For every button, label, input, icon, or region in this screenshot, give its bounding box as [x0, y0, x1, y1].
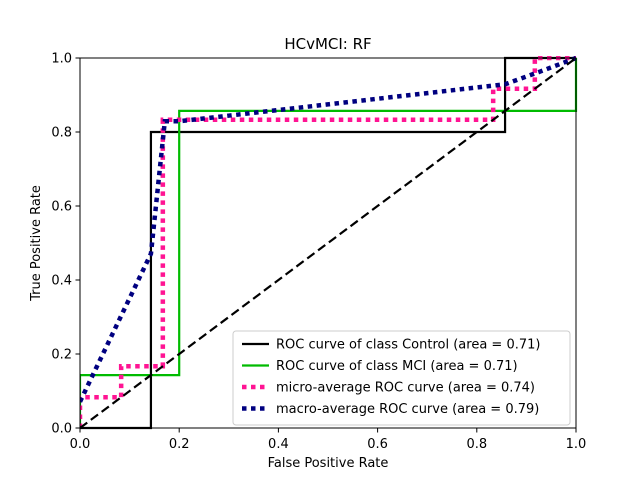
y-tick-label: 0.4 [51, 274, 72, 289]
x-tick-label: 0.4 [268, 437, 289, 452]
y-tick-label: 0.2 [51, 348, 72, 363]
x-tick-label: 0.6 [367, 437, 388, 452]
plot-frame [79, 57, 577, 429]
x-tick-label: 1.0 [566, 437, 587, 452]
x-tick-label: 0.8 [466, 437, 487, 452]
legend-box [232, 330, 571, 426]
legend-label: ROC curve of class Control (area = 0.71) [276, 338, 540, 353]
x-axis-label: False Positive Rate [268, 456, 389, 471]
plot-area [79, 56, 578, 430]
legend: ROC curve of class Control (area = 0.71)… [232, 330, 571, 426]
y-tick-label: 0.0 [51, 422, 72, 437]
axes-ticks: 0.0 0.2 0.4 0.6 0.8 1.0 0.0 0.2 0.4 0.6 0.8 1.0 [51, 52, 586, 453]
y-axis-label: True Positive Rate [29, 185, 44, 302]
series-line-4 [80, 57, 577, 429]
y-tick-label: 1.0 [51, 52, 72, 67]
chart-title: HCvMCI: RF [284, 35, 371, 53]
legend-label: ROC curve of class MCI (area = 0.71) [276, 359, 518, 374]
y-tick-label: 0.8 [51, 126, 72, 141]
x-tick-label: 0.2 [169, 437, 190, 452]
series-line-3 [80, 56, 577, 403]
legend-label: micro-average ROC curve (area = 0.74) [276, 381, 535, 396]
legend-label: macro-average ROC curve (area = 0.79) [276, 402, 539, 417]
x-tick-label: 0.0 [70, 437, 91, 452]
y-tick-label: 0.6 [51, 200, 72, 215]
